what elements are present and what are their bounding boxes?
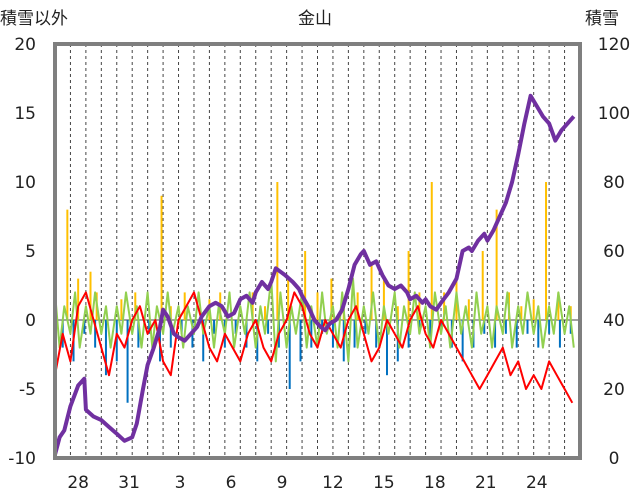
chart-title: 金山: [298, 9, 332, 29]
x-tick-label: 24: [526, 473, 548, 493]
grid-lines: [55, 44, 580, 458]
y-left-label: 積雪以外: [0, 9, 68, 29]
temperature-line: [54, 291, 574, 404]
y-right-tick-label: 0: [609, 449, 620, 469]
plot-frame: [53, 42, 582, 460]
x-tick-label: 18: [424, 473, 446, 493]
bar-series: [61, 182, 572, 403]
y-right-tick-label: 60: [603, 242, 625, 262]
y-left-tick-label: 10: [14, 173, 36, 193]
snow_depth-line: [53, 93, 576, 456]
x-tick-label: 15: [373, 473, 395, 493]
x-tick-label: 28: [67, 473, 89, 493]
x-tick-label: 31: [118, 473, 140, 493]
y-left-tick-label: -5: [19, 380, 36, 400]
x-tick-label: 6: [226, 473, 237, 493]
y-left-tick-label: 5: [25, 242, 36, 262]
y-left-tick-label: 0: [25, 311, 36, 331]
x-tick-label: 3: [175, 473, 186, 493]
x-ticks: 28 31 3 6 9 12 15 18 21 24: [67, 473, 547, 493]
y-right-tick-label: 80: [603, 173, 625, 193]
x-tick-label: 12: [322, 473, 344, 493]
temperature_change-line: [54, 277, 575, 363]
y-right-tick-label: 100: [598, 104, 630, 124]
y-right-tick-label: 20: [603, 380, 625, 400]
y-right-tick-label: 40: [603, 311, 625, 331]
y-left-tick-label: 15: [14, 104, 36, 124]
x-tick-label: 9: [277, 473, 288, 493]
x-tick-label: 21: [475, 473, 497, 493]
y-left-tick-label: 20: [14, 35, 36, 55]
y-right-ticks: 120 100 80 60 40 20 0: [598, 35, 630, 469]
y-left-tick-label: -10: [8, 449, 36, 469]
y-right-tick-label: 120: [598, 35, 630, 55]
line-series: [53, 93, 576, 456]
y-right-label: 積雪: [585, 9, 619, 29]
y-left-ticks: 20 15 10 5 0 -5 -10: [8, 35, 36, 469]
